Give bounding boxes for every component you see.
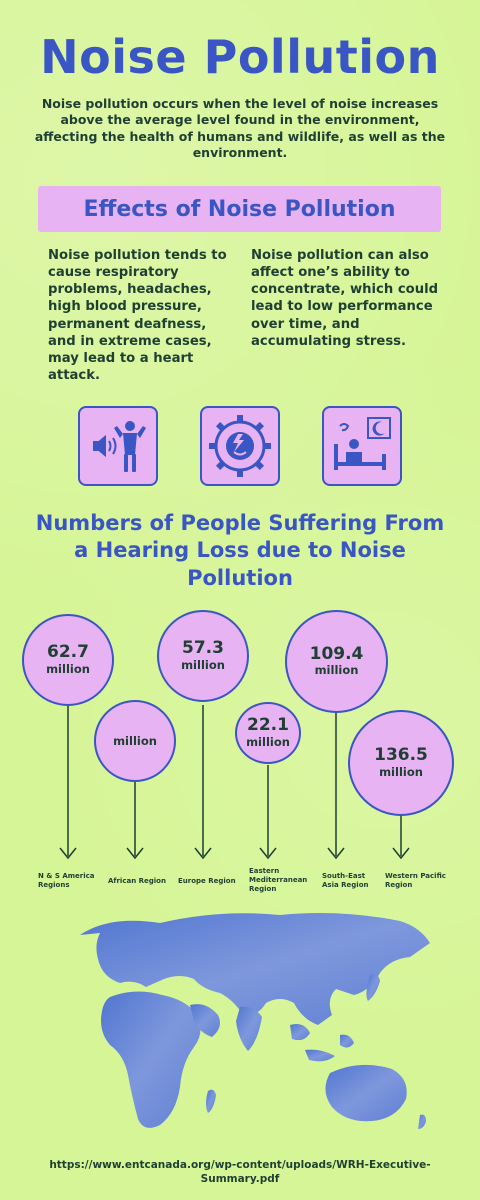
region-label-europe: Europe Region [178, 877, 236, 885]
bubble-western-pacific: 136.5 million [348, 710, 454, 816]
effects-banner: Effects of Noise Pollution [38, 186, 441, 232]
bubble-unit: million [46, 661, 90, 676]
bubble-eastern-mediterranean: 22.1 million [235, 702, 301, 764]
effects-left-text: Noise pollution tends to cause respirato… [48, 248, 227, 384]
page-title: Noise Pollution [40, 30, 440, 84]
region-label-americas: N & S America Regions [38, 872, 95, 889]
bubble-unit: million [246, 734, 290, 749]
bubble-europe: 57.3 million [157, 610, 249, 702]
bubble-unit: million [113, 733, 157, 748]
loud-person-icon [78, 406, 158, 486]
bubble-unit: million [314, 663, 359, 678]
region-label-africa: African Region [108, 877, 166, 885]
bubble-south-east-asia: 109.4 million [285, 610, 388, 713]
numbers-heading: Numbers of People Suffering From a Heari… [35, 511, 445, 590]
intro-text: Noise pollution occurs when the level of… [34, 96, 446, 160]
bubble-value: 57.3 [182, 638, 224, 659]
bubble-value: 22.1 [247, 715, 289, 736]
bubble-americas: 62.7 million [22, 614, 114, 706]
source-link[interactable]: https://www.entcanada.org/wp-content/upl… [49, 1159, 431, 1186]
region-label-eastern-mediterranean: Eastern Mediterranean Region [249, 867, 308, 893]
bubble-value: 136.5 [374, 745, 428, 766]
region-label-south-east-asia: South-East Asia Region [322, 872, 369, 889]
world-map-image [80, 913, 430, 1129]
effects-right-text: Noise pollution can also affect one’s ab… [251, 248, 439, 349]
bubble-unit: million [379, 764, 423, 779]
bubble-value: 62.7 [47, 642, 89, 663]
effects-heading: Effects of Noise Pollution [83, 196, 396, 222]
sleepless-bed-icon [322, 406, 402, 486]
bubble-africa: million [94, 700, 176, 782]
region-label-western-pacific: Western Pacific Region [385, 872, 446, 889]
bubble-value: 109.4 [309, 643, 364, 664]
bubble-unit: million [181, 657, 225, 672]
stressed-head-gear-icon [200, 406, 280, 486]
